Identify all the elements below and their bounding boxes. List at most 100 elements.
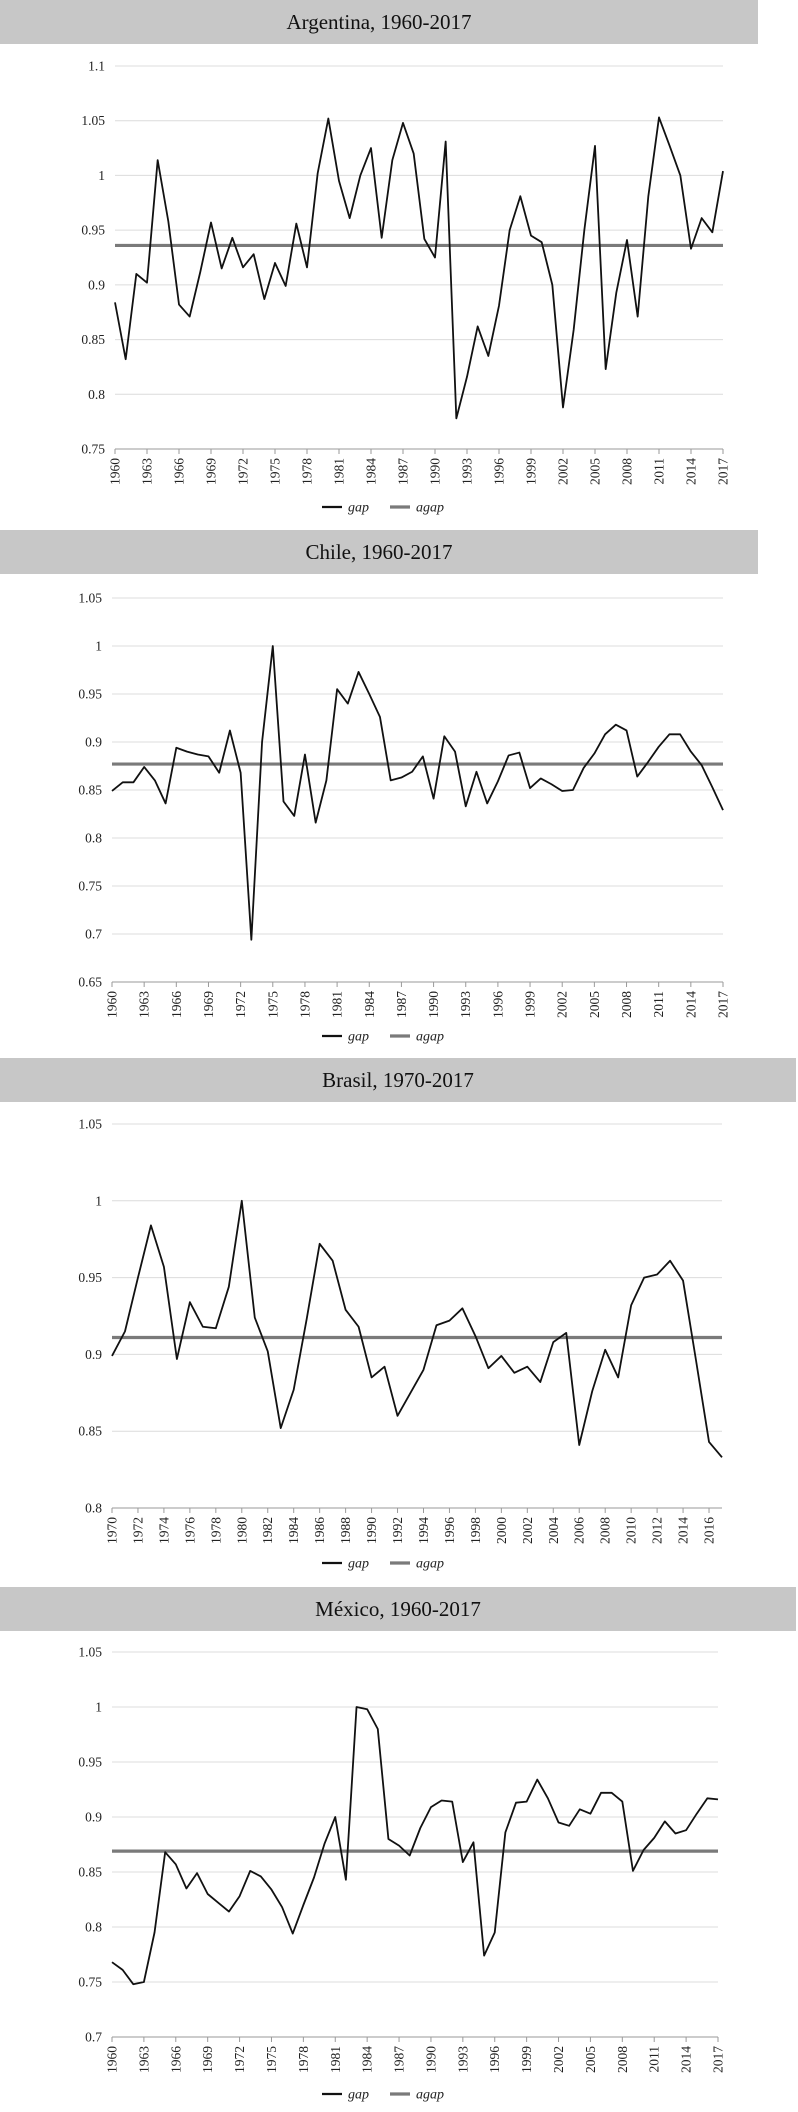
x-tick-label: 1981 [328, 2046, 343, 2073]
x-tick-label: 1988 [338, 1517, 353, 1544]
line-chart-brasil: 0.8 0.85 0.9 0.95 1 1.05 1970 1972 1974 1976 1978 1… [78, 1117, 723, 1572]
x-tick-label: 1976 [182, 1517, 197, 1544]
x-tick-label: 1990 [423, 2046, 438, 2073]
x-tick-label: 1978 [300, 458, 315, 485]
x-tick-label: 2008 [620, 458, 635, 485]
x-tick-label: 2012 [650, 1517, 665, 1544]
y-tick-label: 0.85 [81, 332, 105, 347]
chart-title-chile: Chile, 1960-2017 [0, 530, 758, 574]
y-tick-label: 0.9 [85, 1347, 102, 1362]
x-tick-label: 1993 [458, 991, 473, 1018]
x-tick-label: 1972 [233, 991, 248, 1018]
x-tick-label: 2005 [583, 2046, 598, 2073]
legend-label-gap: gap [348, 1557, 369, 1572]
y-tick-label: 0.65 [78, 975, 102, 990]
x-tick-label: 2011 [651, 991, 666, 1018]
legend-label-gap: gap [348, 2088, 369, 2103]
x-tick-label: 1984 [360, 2046, 375, 2073]
x-tick-label: 1980 [234, 1517, 249, 1544]
y-tick-label: 0.85 [78, 783, 102, 798]
x-tick-label: 1960 [108, 458, 123, 485]
y-tick-label: 1.05 [78, 1645, 102, 1660]
x-tick-label: 1998 [468, 1517, 483, 1544]
x-tick-label: 2008 [615, 2046, 630, 2073]
line-chart-argentina: 0.75 0.8 0.85 0.9 0.95 1 1.05 1.1 1960 1963 1966 19… [81, 59, 731, 516]
x-tick-label: 2008 [619, 991, 634, 1018]
x-tick-label: 1996 [492, 458, 507, 485]
x-tick-label: 2002 [556, 458, 571, 485]
x-tick-label: 2002 [520, 1517, 535, 1544]
chart-title-brasil: Brasil, 1970-2017 [0, 1058, 796, 1102]
x-tick-label: 2014 [684, 458, 699, 485]
x-tick-label: 2002 [551, 2046, 566, 2073]
x-tick-label: 2004 [546, 1517, 561, 1544]
y-tick-label: 1 [95, 1193, 102, 1208]
chart-title-mexico: México, 1960-2017 [0, 1587, 796, 1631]
x-tick-label: 2010 [624, 1517, 639, 1544]
x-tick-label: 1996 [442, 1517, 457, 1544]
y-tick-label: 0.75 [81, 442, 105, 457]
x-tick-label: 1999 [523, 991, 538, 1018]
x-tick-label: 1996 [490, 991, 505, 1018]
x-tick-label: 2014 [679, 2046, 694, 2073]
y-tick-label: 0.7 [85, 927, 102, 942]
x-tick-label: 1990 [426, 991, 441, 1018]
x-tick-label: 1984 [286, 1517, 301, 1544]
y-tick-label: 1.05 [81, 113, 105, 128]
x-tick-label: 1969 [204, 458, 219, 485]
y-tick-label: 0.95 [78, 1755, 102, 1770]
y-tick-label: 0.8 [85, 1920, 102, 1935]
x-tick-label: 1981 [330, 991, 345, 1018]
x-tick-label: 2014 [683, 991, 698, 1018]
y-tick-label: 0.95 [81, 223, 105, 238]
x-tick-label: 2011 [652, 458, 667, 485]
x-tick-label: 1966 [172, 458, 187, 485]
x-tick-label: 1978 [297, 991, 312, 1018]
x-tick-label: 2017 [716, 458, 731, 485]
x-tick-label: 1972 [232, 2046, 247, 2073]
x-tick-label: 1963 [136, 2046, 151, 2073]
x-tick-label: 1994 [416, 1517, 431, 1544]
y-tick-label: 0.85 [78, 1424, 102, 1439]
series-line-gap [114, 116, 724, 420]
y-tick-label: 0.95 [78, 687, 102, 702]
series-line-gap [111, 1706, 719, 1986]
y-tick-label: 1 [95, 639, 102, 654]
y-tick-label: 0.8 [85, 831, 102, 846]
x-tick-label: 1987 [394, 991, 409, 1018]
x-tick-label: 1978 [208, 1517, 223, 1544]
y-tick-label: 0.8 [85, 1501, 102, 1516]
y-tick-label: 1.05 [78, 1117, 102, 1132]
x-tick-label: 1996 [487, 2046, 502, 2073]
x-tick-label: 1972 [236, 458, 251, 485]
line-chart-chile: 0.65 0.7 0.75 0.8 0.85 0.9 0.95 1 1.05 1960 1963 19… [78, 591, 730, 1045]
x-tick-label: 1960 [105, 991, 120, 1018]
chart-title-argentina: Argentina, 1960-2017 [0, 0, 758, 44]
x-tick-label: 1969 [201, 991, 216, 1018]
x-tick-label: 2002 [555, 991, 570, 1018]
x-tick-label: 1999 [519, 2046, 534, 2073]
x-tick-label: 1963 [137, 991, 152, 1018]
x-tick-label: 2006 [572, 1517, 587, 1544]
x-tick-label: 2016 [702, 1517, 717, 1544]
y-tick-label: 0.75 [78, 1975, 102, 1990]
y-tick-label: 0.8 [88, 387, 105, 402]
x-tick-label: 1992 [390, 1517, 405, 1544]
y-tick-label: 0.85 [78, 1865, 102, 1880]
series-line-gap [111, 645, 724, 941]
x-tick-label: 1975 [264, 2046, 279, 2073]
y-tick-label: 0.75 [78, 879, 102, 894]
y-tick-label: 0.9 [85, 735, 102, 750]
x-tick-label: 2011 [647, 2046, 662, 2073]
line-chart-mexico: 0.7 0.75 0.8 0.85 0.9 0.95 1 1.05 1960 1963 1966 19… [78, 1645, 725, 2103]
x-tick-label: 1990 [428, 458, 443, 485]
series-line-gap [111, 1199, 723, 1458]
y-tick-label: 0.95 [78, 1270, 102, 1285]
y-tick-label: 0.9 [85, 1810, 102, 1825]
x-tick-label: 1981 [332, 458, 347, 485]
x-tick-label: 1987 [392, 2046, 407, 2073]
x-tick-label: 1993 [455, 2046, 470, 2073]
x-tick-label: 1990 [364, 1517, 379, 1544]
x-tick-label: 1975 [268, 458, 283, 485]
y-tick-label: 1 [95, 1700, 102, 1715]
